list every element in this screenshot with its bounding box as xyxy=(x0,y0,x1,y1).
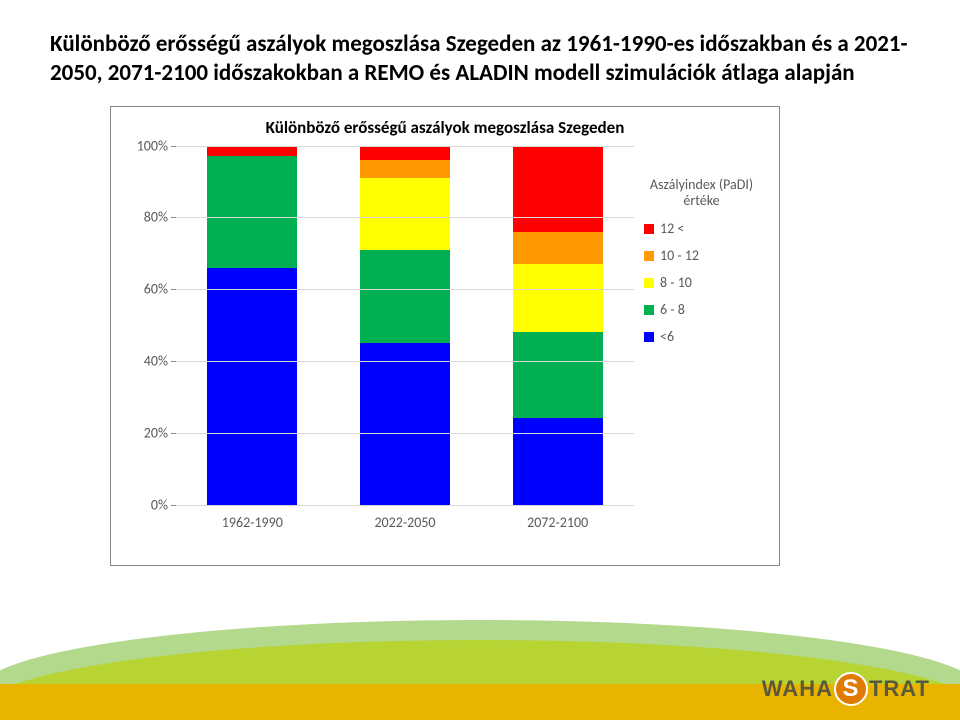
legend-item: 12 < xyxy=(644,220,759,237)
bar-segment-gt12 xyxy=(513,146,603,232)
legend-label: 6 - 8 xyxy=(660,301,685,318)
x-tick-label: 1962-1990 xyxy=(207,514,297,531)
gridline xyxy=(176,505,634,506)
y-tick-label: 40% xyxy=(126,352,168,369)
legend-label: <6 xyxy=(660,328,674,345)
y-tick-label: 60% xyxy=(126,281,168,298)
y-tickmark xyxy=(171,433,176,434)
footer-wave-1 xyxy=(0,684,960,720)
bar-segment-lt6 xyxy=(513,418,603,504)
gridline xyxy=(176,217,634,218)
y-tickmark xyxy=(171,146,176,147)
footer-wave-2 xyxy=(0,640,960,710)
bar-segment-gt12 xyxy=(360,146,450,160)
y-tickmark xyxy=(171,289,176,290)
y-tick-label: 80% xyxy=(126,209,168,226)
logo-text-1: WAHA xyxy=(762,676,833,702)
bar-segment-6_8 xyxy=(207,156,297,267)
legend-swatch xyxy=(644,224,654,234)
bar-segment-6_8 xyxy=(360,250,450,343)
gridline xyxy=(176,361,634,362)
legend-swatch xyxy=(644,278,654,288)
x-tick-label: 2072-2100 xyxy=(513,514,603,531)
slide-title: Különböző erősségű aszályok megoszlása S… xyxy=(50,30,910,88)
footer-decoration: WAHA S TRAT xyxy=(0,630,960,720)
legend-item: 10 - 12 xyxy=(644,247,759,264)
bar xyxy=(513,146,603,505)
bar-segment-8_10 xyxy=(360,178,450,250)
bar-segment-6_8 xyxy=(513,332,603,418)
legend-swatch xyxy=(644,305,654,315)
chart-title: Különböző erősségű aszályok megoszlása S… xyxy=(126,117,764,138)
legend-items: 12 < 10 - 12 8 - 10 6 - 8 <6 xyxy=(644,220,759,345)
legend-title: Aszályindex (PaDI) értéke xyxy=(644,177,759,211)
logo-text-2: TRAT xyxy=(869,676,930,702)
y-tick-label: 20% xyxy=(126,424,168,441)
bar-segment-lt6 xyxy=(207,268,297,505)
legend-item: 8 - 10 xyxy=(644,274,759,291)
bar-segment-lt6 xyxy=(360,343,450,505)
legend-label: 12 < xyxy=(660,220,684,237)
y-tickmark xyxy=(171,361,176,362)
gridline xyxy=(176,433,634,434)
y-tick-label: 100% xyxy=(126,137,168,154)
bar-segment-gt12 xyxy=(207,146,297,157)
footer-wave-3 xyxy=(0,620,960,690)
legend-swatch xyxy=(644,251,654,261)
gridline xyxy=(176,146,634,147)
legend: Aszályindex (PaDI) értéke 12 < 10 - 12 8 -… xyxy=(644,177,759,356)
logo-s-icon: S xyxy=(834,672,868,706)
bar-segment-10_12 xyxy=(513,232,603,264)
x-axis-labels: 1962-1990 2022-2050 2072-2100 xyxy=(176,514,634,531)
legend-item: <6 xyxy=(644,328,759,345)
logo: WAHA S TRAT xyxy=(762,672,930,706)
bar-segment-10_12 xyxy=(360,160,450,178)
legend-label: 10 - 12 xyxy=(660,247,699,264)
legend-item: 6 - 8 xyxy=(644,301,759,318)
bars-group xyxy=(176,146,634,505)
chart-container: Különböző erősségű aszályok megoszlása S… xyxy=(110,106,780,566)
slide: Különböző erősségű aszályok megoszlása S… xyxy=(0,0,960,720)
bar xyxy=(207,146,297,505)
y-tickmark xyxy=(171,505,176,506)
gridline xyxy=(176,289,634,290)
bar-segment-8_10 xyxy=(513,264,603,332)
y-tickmark xyxy=(171,217,176,218)
legend-label: 8 - 10 xyxy=(660,274,692,291)
plot-area: 0%20%40%60%80%100% xyxy=(176,146,634,506)
x-tick-label: 2022-2050 xyxy=(360,514,450,531)
bar xyxy=(360,146,450,505)
y-tick-label: 0% xyxy=(126,496,168,513)
legend-swatch xyxy=(644,332,654,342)
